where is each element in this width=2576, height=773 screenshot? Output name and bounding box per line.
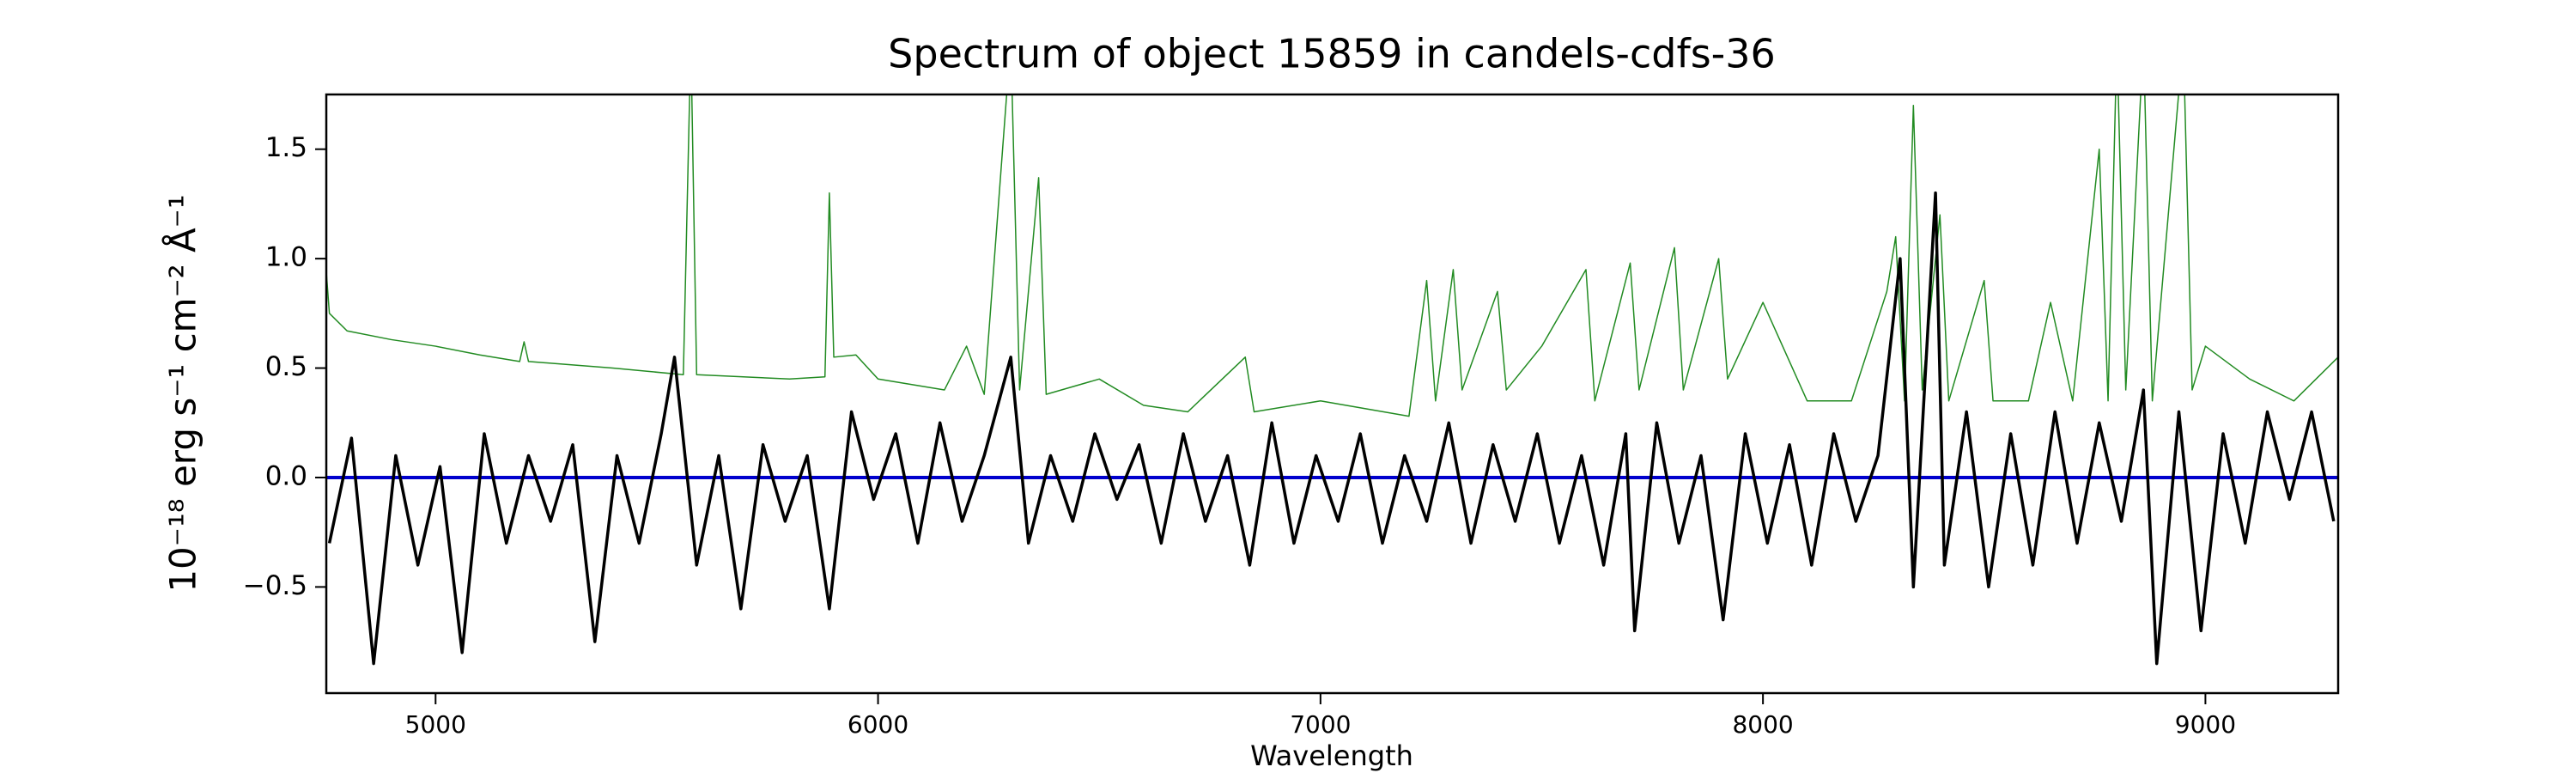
spectrum-line xyxy=(327,191,2336,666)
y-tick-label: 0.5 xyxy=(265,351,307,382)
x-tick-label: 5000 xyxy=(405,710,466,739)
y-tick-label: 1.0 xyxy=(265,242,307,273)
y-axis-label: 10⁻¹⁸ erg s⁻¹ cm⁻² Å⁻¹ xyxy=(161,194,204,592)
x-tick-label: 6000 xyxy=(848,710,908,739)
y-tick-label: 1.5 xyxy=(265,132,307,163)
chart-title: Spectrum of object 15859 in candels-cdfs… xyxy=(888,31,1776,77)
axes-frame xyxy=(325,93,2340,695)
spectrum-line xyxy=(326,94,2338,417)
y-tick-label: −0.5 xyxy=(243,570,307,601)
y-tick-label: 0.0 xyxy=(265,460,307,491)
x-axis-label: Wavelength xyxy=(1250,740,1413,772)
plot-area xyxy=(326,94,2338,666)
x-tick-label: 7000 xyxy=(1290,710,1351,739)
x-tick-label: 9000 xyxy=(2175,710,2236,739)
x-tick-label: 8000 xyxy=(1732,710,1793,739)
